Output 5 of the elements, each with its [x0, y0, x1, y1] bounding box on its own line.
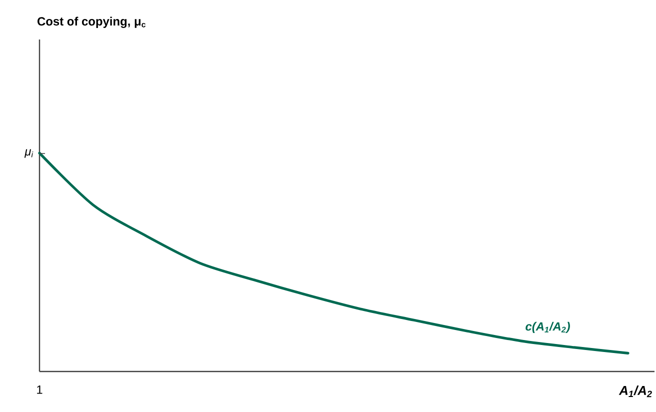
chart-title: Cost of copying, μ$_{c}$	[38, 16, 146, 28]
text: 1	[37, 386, 42, 394]
series-label: c(A$_{1}$/A$_{2}$)	[526, 322, 570, 334]
x-axis-title: A$_{1}$/A$_{2}$	[618, 386, 652, 398]
text: μ$_{i}$	[24, 149, 34, 158]
